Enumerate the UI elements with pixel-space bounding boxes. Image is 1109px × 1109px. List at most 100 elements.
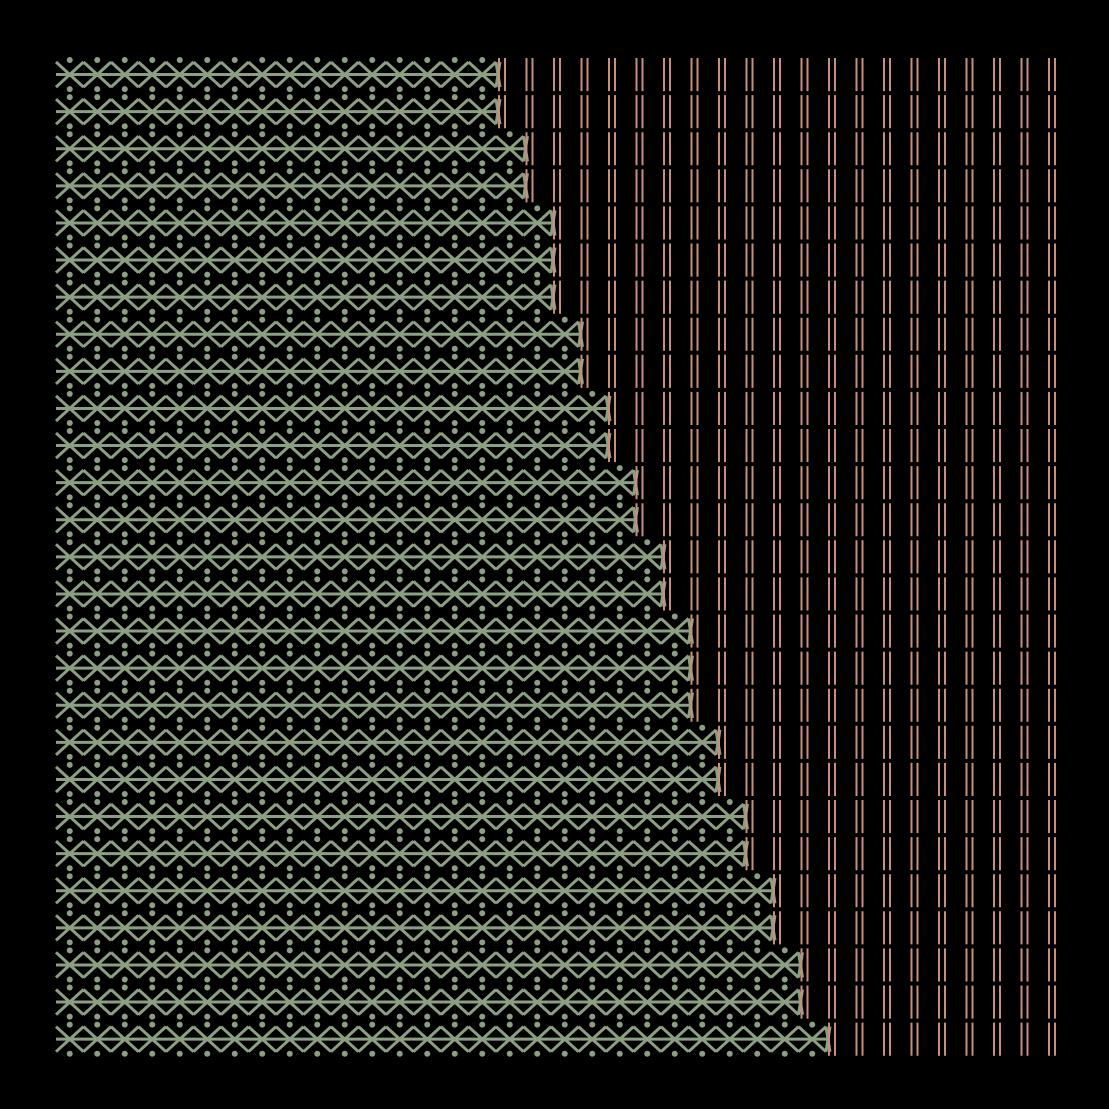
dot xyxy=(94,234,101,241)
dot xyxy=(204,828,211,835)
dot xyxy=(451,910,458,917)
dot xyxy=(204,984,211,991)
dot xyxy=(479,650,486,657)
dot xyxy=(286,242,293,249)
dot xyxy=(149,308,156,315)
dot xyxy=(479,271,486,278)
dot xyxy=(286,428,293,434)
dot xyxy=(589,531,596,538)
dot xyxy=(286,390,293,397)
dot xyxy=(94,271,101,278)
dot xyxy=(369,382,376,389)
dot xyxy=(396,716,403,723)
dot xyxy=(204,242,211,249)
dot xyxy=(589,791,596,797)
dot xyxy=(589,984,596,991)
dot xyxy=(341,131,348,138)
dot xyxy=(314,242,321,249)
dot xyxy=(121,86,128,93)
dot xyxy=(424,679,431,686)
dot xyxy=(149,605,156,612)
dot xyxy=(369,910,376,917)
dot xyxy=(286,836,293,843)
dot xyxy=(286,420,293,426)
dot xyxy=(369,724,376,731)
dot xyxy=(259,865,266,872)
dot xyxy=(314,428,321,434)
dot xyxy=(726,865,733,872)
dot xyxy=(259,828,266,835)
dot xyxy=(314,568,321,575)
dot xyxy=(149,724,156,731)
dot xyxy=(94,1050,101,1057)
dot xyxy=(314,799,321,805)
dot xyxy=(314,345,321,352)
dot xyxy=(699,910,706,917)
dot xyxy=(121,494,128,501)
dot xyxy=(314,650,321,657)
dot xyxy=(314,976,321,983)
dot xyxy=(121,687,128,694)
dot xyxy=(644,791,651,797)
dot xyxy=(121,716,128,723)
dot xyxy=(534,761,541,768)
dot xyxy=(121,939,128,946)
stripes xyxy=(800,948,1056,982)
dot xyxy=(451,316,458,323)
dot xyxy=(176,123,183,130)
dot xyxy=(369,1013,376,1020)
dot xyxy=(121,724,128,731)
dot xyxy=(534,494,541,501)
dot xyxy=(671,761,678,768)
dot xyxy=(451,613,458,620)
dot xyxy=(204,205,211,212)
dot xyxy=(506,799,513,805)
dot xyxy=(204,1021,211,1028)
dot xyxy=(66,531,73,538)
dot xyxy=(561,836,568,843)
dot xyxy=(424,502,431,509)
dot xyxy=(644,1050,651,1057)
dot xyxy=(699,1050,706,1057)
dot xyxy=(94,947,101,954)
dot xyxy=(314,465,321,472)
dot xyxy=(121,242,128,249)
dot xyxy=(121,502,128,509)
dot xyxy=(259,799,266,805)
dot xyxy=(479,947,486,954)
dot xyxy=(121,420,128,426)
dot xyxy=(286,502,293,509)
dot xyxy=(369,1021,376,1028)
dot xyxy=(94,642,101,649)
dot xyxy=(286,168,293,175)
dot xyxy=(451,308,458,315)
dot xyxy=(149,353,156,360)
dot xyxy=(589,576,596,583)
dot xyxy=(424,568,431,575)
dot xyxy=(204,613,211,620)
dot xyxy=(699,791,706,797)
dot xyxy=(94,353,101,360)
dot xyxy=(66,94,73,101)
dot xyxy=(286,984,293,991)
dot xyxy=(671,753,678,760)
dot xyxy=(231,939,238,946)
dot xyxy=(341,910,348,917)
stripes xyxy=(690,614,1056,648)
dot xyxy=(451,865,458,872)
dot xyxy=(66,902,73,909)
dot xyxy=(754,976,761,983)
dot xyxy=(369,1050,376,1057)
dot xyxy=(424,345,431,352)
dot xyxy=(396,1021,403,1028)
dot xyxy=(424,613,431,620)
dot xyxy=(479,761,486,768)
dot xyxy=(149,679,156,686)
dot xyxy=(341,1013,348,1020)
dot xyxy=(341,873,348,880)
dot xyxy=(561,791,568,797)
dot xyxy=(286,910,293,917)
dot xyxy=(286,131,293,138)
dot xyxy=(259,57,266,63)
dot xyxy=(231,57,238,63)
